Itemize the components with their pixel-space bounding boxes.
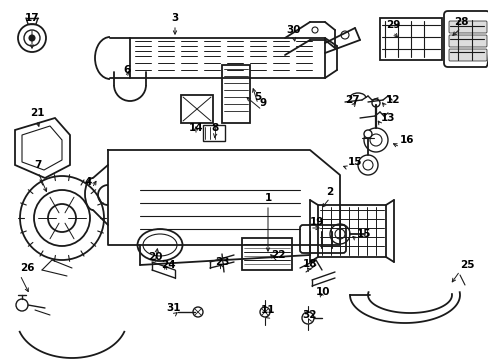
Text: 13: 13 — [380, 113, 395, 123]
Text: 12: 12 — [385, 95, 400, 105]
Text: 29: 29 — [385, 20, 399, 30]
Text: 6: 6 — [123, 65, 130, 75]
Circle shape — [371, 99, 379, 107]
Text: 26: 26 — [20, 263, 35, 273]
Text: 4: 4 — [84, 177, 92, 187]
Text: 11: 11 — [260, 305, 275, 315]
Text: 10: 10 — [315, 287, 329, 297]
Text: 22: 22 — [270, 250, 285, 260]
FancyBboxPatch shape — [448, 49, 486, 61]
Text: 25: 25 — [459, 260, 473, 270]
Text: 14: 14 — [188, 123, 203, 133]
Bar — [203, 125, 224, 141]
Text: 18: 18 — [302, 259, 317, 269]
Text: 23: 23 — [214, 257, 229, 267]
Text: 32: 32 — [302, 310, 317, 320]
FancyBboxPatch shape — [448, 35, 486, 47]
Text: 28: 28 — [453, 17, 468, 27]
Text: 16: 16 — [399, 135, 414, 145]
Text: 2: 2 — [325, 187, 333, 197]
Text: 7: 7 — [34, 160, 41, 170]
Text: 8: 8 — [211, 123, 218, 133]
Text: 27: 27 — [344, 95, 359, 105]
FancyBboxPatch shape — [448, 21, 486, 33]
Bar — [222, 65, 249, 123]
Bar — [130, 38, 325, 78]
Text: 15: 15 — [347, 157, 362, 167]
Text: 30: 30 — [286, 25, 301, 35]
Circle shape — [29, 35, 35, 41]
Circle shape — [363, 130, 371, 138]
Text: 31: 31 — [166, 303, 181, 313]
Text: 20: 20 — [147, 252, 162, 262]
Bar — [181, 95, 213, 123]
Bar — [317, 205, 385, 257]
Text: 1: 1 — [264, 193, 271, 203]
Text: 21: 21 — [30, 108, 44, 118]
Text: 5: 5 — [254, 92, 261, 102]
Text: 3: 3 — [171, 13, 178, 23]
Text: 24: 24 — [161, 260, 175, 270]
Bar — [242, 238, 291, 270]
Text: 9: 9 — [259, 98, 265, 108]
Text: 17: 17 — [24, 13, 39, 23]
Text: 15: 15 — [356, 229, 371, 239]
Text: 19: 19 — [309, 217, 324, 227]
Bar — [379, 18, 441, 60]
